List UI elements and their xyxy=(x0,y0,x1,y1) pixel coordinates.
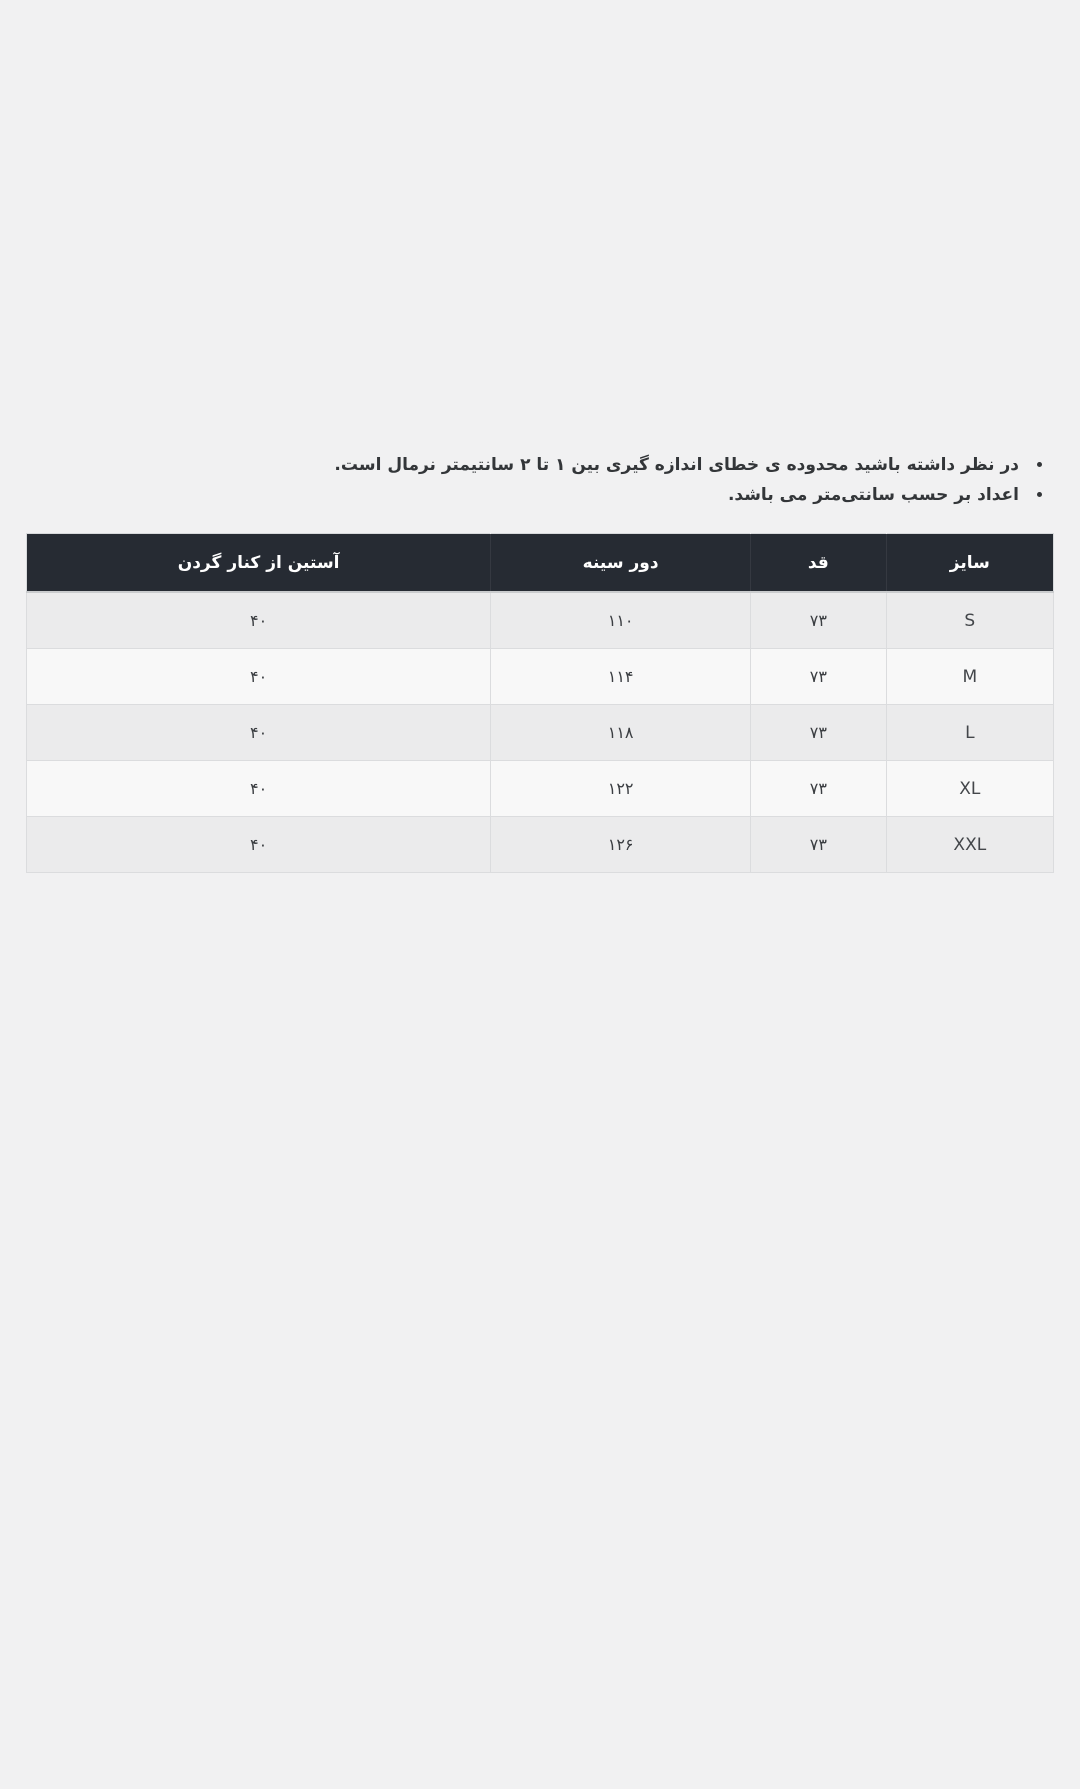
notes-list: در نظر داشته باشید محدوده ی خطای اندازه … xyxy=(0,450,1042,510)
cell-height: ۷۳ xyxy=(750,591,887,649)
cell-size: XXL xyxy=(885,816,1055,873)
size-chart-header: سایز قد دور سینه آستین از کنار گردن xyxy=(26,533,1054,593)
cell-size: M xyxy=(885,648,1055,705)
cell-sleeve: ۴۰ xyxy=(25,648,492,705)
cell-height: ۷۳ xyxy=(750,816,887,873)
table-row-m: M ۷۳ ۱۱۴ ۴۰ xyxy=(25,648,1055,705)
cell-chest: ۱۱۴ xyxy=(490,648,752,705)
cell-height: ۷۳ xyxy=(750,648,887,705)
cell-size: L xyxy=(885,704,1055,761)
cell-sleeve: ۴۰ xyxy=(25,704,492,761)
header-row: سایز قد دور سینه آستین از کنار گردن xyxy=(26,533,1054,593)
cell-chest: ۱۲۲ xyxy=(490,760,752,817)
size-chart-table: سایز قد دور سینه آستین از کنار گردن S ۷۳… xyxy=(25,533,1055,873)
column-header-size: سایز xyxy=(885,533,1054,593)
column-header-chest: دور سینه xyxy=(490,533,751,593)
table-row-l: L ۷۳ ۱۱۸ ۴۰ xyxy=(25,704,1055,761)
cell-size: XL xyxy=(885,760,1055,817)
cell-chest: ۱۲۶ xyxy=(490,816,752,873)
column-header-sleeve: آستین از کنار گردن xyxy=(26,533,491,593)
size-chart-body: S ۷۳ ۱۱۰ ۴۰ M ۷۳ ۱۱۴ ۴۰ L ۷۳ ۱۱۸ ۴۰ XL ۷… xyxy=(25,591,1055,873)
table-row-xxl: XXL ۷۳ ۱۲۶ ۴۰ xyxy=(25,816,1055,873)
cell-chest: ۱۱۸ xyxy=(490,704,752,761)
size-guide-page: { "notes": { "items": [ "در نظر داشته با… xyxy=(0,450,1080,1789)
table-row-s: S ۷۳ ۱۱۰ ۴۰ xyxy=(25,591,1055,649)
cell-height: ۷۳ xyxy=(750,704,887,761)
cell-chest: ۱۱۰ xyxy=(490,591,752,649)
cell-sleeve: ۴۰ xyxy=(25,760,492,817)
cell-sleeve: ۴۰ xyxy=(25,591,492,649)
cell-size: S xyxy=(885,591,1055,649)
cell-sleeve: ۴۰ xyxy=(25,816,492,873)
cell-height: ۷۳ xyxy=(750,760,887,817)
note-unit-centimeter: اعداد بر حسب سانتی‌متر می باشد. xyxy=(0,480,1042,510)
table-row-xl: XL ۷۳ ۱۲۲ ۴۰ xyxy=(25,760,1055,817)
column-header-height: قد xyxy=(750,533,887,593)
note-measurement-error: در نظر داشته باشید محدوده ی خطای اندازه … xyxy=(0,450,1042,480)
